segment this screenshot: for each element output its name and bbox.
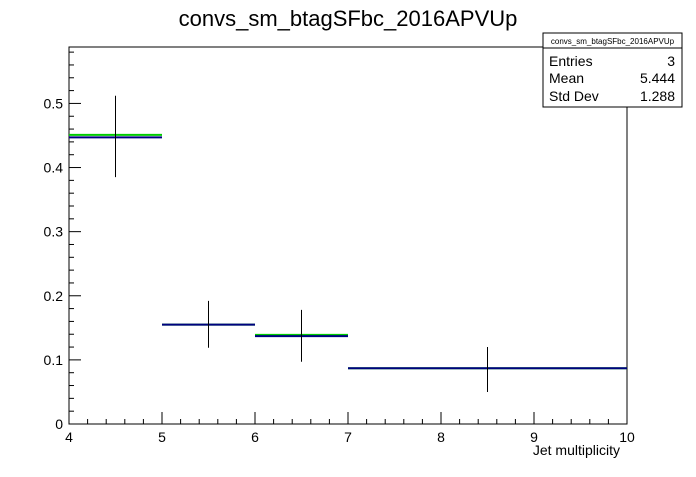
chart-title: convs_sm_btagSFbc_2016APVUp xyxy=(179,6,518,31)
stats-stddev-label: Std Dev xyxy=(549,88,599,104)
y-tick-label: 0 xyxy=(55,416,63,432)
stats-box-border xyxy=(542,32,683,108)
x-tick-label: 7 xyxy=(344,429,352,445)
x-tick-label: 6 xyxy=(251,429,259,445)
stats-entries-value: 3 xyxy=(667,53,675,69)
x-tick-label: 5 xyxy=(158,429,166,445)
stats-stddev-value: 1.288 xyxy=(640,88,675,104)
y-tick-label: 0.1 xyxy=(44,352,64,368)
y-tick-label: 0.3 xyxy=(44,224,64,240)
x-tick-label: 10 xyxy=(619,429,635,445)
y-axis: 0 0.1 0.2 0.3 0.4 0.5 xyxy=(44,51,81,432)
y-tick-label: 0.2 xyxy=(44,288,64,304)
y-tick-label: 0.5 xyxy=(44,95,64,111)
x-tick-label: 4 xyxy=(65,429,73,445)
stats-box: convs_sm_btagSFbc_2016APVUp Entries 3 Me… xyxy=(542,32,683,108)
stats-box-title: convs_sm_btagSFbc_2016APVUp xyxy=(551,37,675,46)
series-layer xyxy=(69,133,627,370)
x-axis: 4 5 6 7 8 9 10 xyxy=(65,412,635,445)
y-tick-label: 0.4 xyxy=(44,160,64,176)
x-tick-label: 9 xyxy=(530,429,538,445)
x-axis-label: Jet multiplicity xyxy=(533,442,620,458)
x-tick-label: 8 xyxy=(437,429,445,445)
stats-mean-value: 5.444 xyxy=(640,70,675,86)
stats-mean-label: Mean xyxy=(549,70,584,86)
stats-entries-label: Entries xyxy=(549,53,593,69)
error-bars xyxy=(115,95,488,392)
